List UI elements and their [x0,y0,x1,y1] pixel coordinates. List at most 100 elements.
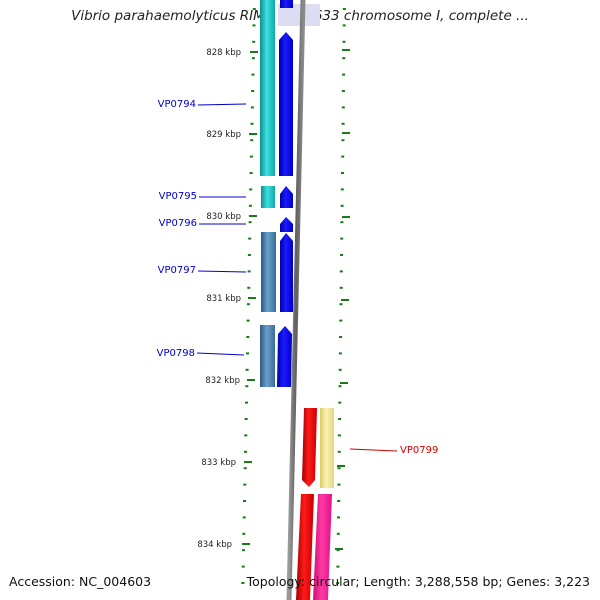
cog-feature[interactable] [320,408,334,488]
minor-tick [337,483,341,486]
minor-tick [338,418,342,420]
tick-label: 829 kbp [206,130,241,140]
minor-tick [244,434,248,437]
minor-tick [244,418,248,420]
minor-tick [250,106,254,109]
minor-tick [339,270,343,273]
cds-arrow[interactable] [302,408,317,487]
leader-line [197,103,247,106]
cds-arrow[interactable] [279,32,293,176]
minor-tick [249,188,253,191]
cds-arrow[interactable] [280,233,293,312]
tick-ring-right [336,8,346,584]
minor-tick [339,336,343,338]
minor-tick [340,237,344,240]
minor-tick [342,8,346,10]
minor-tick [342,24,346,27]
gene-label-vp0798[interactable]: VP0798 [157,348,195,359]
leader-line [196,352,245,356]
minor-tick [242,516,246,519]
tick-label: 832 kbp [205,376,240,386]
cds-arrow[interactable] [277,326,292,387]
topology-text: Topology: circular; Length: 3,288,558 bp… [246,574,590,589]
minor-tick [336,582,340,584]
minor-tick [242,532,246,535]
minor-tick [245,368,249,371]
tick-label: 834 kbp [197,540,232,550]
cog-feature[interactable] [280,0,293,8]
tick-ring-left [241,8,256,584]
minor-tick [245,385,249,388]
accession-text: Accession: NC_004603 [9,574,152,589]
minor-tick [248,237,252,240]
cog-feature[interactable] [261,186,275,208]
minor-tick [251,90,255,92]
cds-arrow[interactable] [280,217,293,232]
minor-tick [252,24,256,27]
minor-tick [250,139,254,142]
minor-tick [338,368,342,371]
minor-tick [247,254,251,256]
tick-label: 828 kbp [206,48,241,58]
minor-tick [341,155,345,158]
tick-label: 830 kbp [206,212,241,222]
leader-line [349,448,398,452]
minor-tick [339,286,343,289]
cds-arrow[interactable] [296,494,314,600]
minor-tick [342,73,346,76]
title-highlight [278,4,320,26]
gene-label-vp0796[interactable]: VP0796 [159,218,197,229]
minor-tick [248,204,252,207]
minor-tick [246,352,249,355]
tick-label: 833 kbp [201,458,236,468]
gene-label-vp0797[interactable]: VP0797 [158,265,196,276]
minor-tick [342,40,346,43]
cog-feature[interactable] [261,232,276,312]
minor-tick [249,155,253,158]
gene-label-vp0799[interactable]: VP0799 [400,445,438,456]
minor-tick [341,139,345,142]
gene-label-vp0795[interactable]: VP0795 [159,191,197,202]
minor-tick [341,122,345,125]
minor-tick [241,582,245,584]
minor-tick [246,303,250,306]
cds-arrow[interactable] [280,186,293,208]
minor-tick [241,565,245,568]
minor-tick [243,467,247,470]
minor-tick [242,549,245,552]
gene-label-vp0794[interactable]: VP0794 [158,99,196,110]
cds-ring-left [277,32,293,387]
minor-tick [247,270,251,273]
cog-feature[interactable] [260,325,275,387]
minor-tick [244,450,247,453]
minor-tick [336,549,340,552]
cog-ring-right [313,408,334,600]
minor-tick [243,500,246,502]
minor-tick [337,500,341,502]
minor-tick [247,286,251,289]
minor-tick [337,450,341,453]
gene-labels: VP0794 VP0795 VP0796 VP0797 VP0798 VP079… [157,99,439,456]
minor-tick [341,172,344,174]
minor-tick [339,303,343,306]
minor-tick [245,401,248,404]
cog-feature[interactable] [313,494,332,600]
minor-tick [337,467,341,470]
cds-ring-right [296,408,317,600]
scale-ticks: 828 kbp 829 kbp 830 kbp 831 kbp 832 kbp … [197,48,350,550]
minor-tick [249,172,253,174]
minor-tick [246,319,250,322]
minor-tick [340,204,344,207]
minor-tick [337,516,340,519]
minor-tick [340,188,344,191]
cog-ring-left [260,0,276,387]
minor-tick [338,401,342,404]
minor-tick [336,532,340,535]
minor-tick [338,385,342,388]
cog-feature[interactable] [260,0,275,176]
minor-tick [251,57,255,60]
minor-tick [251,73,255,76]
minor-tick [339,319,343,322]
minor-tick [341,90,345,92]
